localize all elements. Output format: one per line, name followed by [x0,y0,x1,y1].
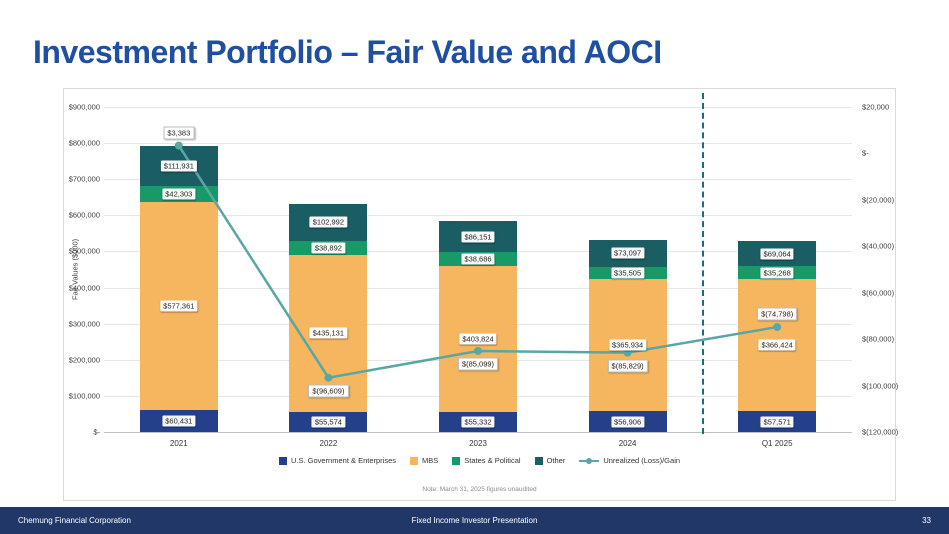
bar-value-label: $111,931 [160,160,197,172]
right-axis-tick: $(120,000) [862,427,899,437]
left-axis-tick: $400,000 [68,283,100,293]
line-value-label: $(74,798) [757,307,798,321]
legend-item: U.S. Government & Enterprises [278,456,397,465]
bar-value-label: $35,268 [760,267,794,279]
period-separator-line [702,93,705,434]
line-marker [773,323,782,332]
bar-value-label: $577,361 [160,300,198,312]
bar-value-label: $35,505 [611,267,645,279]
legend-color-swatch [534,456,543,465]
bar-value-label: $60,431 [162,415,196,427]
gridline [104,143,852,145]
bar-value-label: $86,151 [461,231,495,243]
line-value-label: $(96,609) [308,384,349,398]
line-marker [474,346,482,355]
plot-area: $60,431 $577,361 $42,303 $111,931 $55,574 $43… [104,107,852,433]
legend-label: Other [546,456,566,465]
line-value-label: $3,383 [163,126,195,140]
gridline [104,179,852,181]
line-marker [174,141,183,150]
right-axis-tick: $(60,000) [862,288,895,298]
legend: U.S. Government & Enterprises MBS States &… [64,456,895,465]
gridline [104,432,852,433]
left-axis-tick: $200,000 [68,355,100,365]
legend-color-swatch [410,456,419,465]
right-axis-tick: $(40,000) [862,241,895,251]
left-axis-tick: $- [93,427,100,437]
line-marker [324,373,333,382]
bar-value-label: $366,424 [758,339,796,351]
left-axis-tick: $700,000 [68,174,100,184]
legend-item: States & Political [452,456,521,465]
left-axis-tick: $600,000 [68,210,100,220]
left-axis-title: Fair Values ($000) [70,238,80,301]
x-axis-label: 2023 [469,439,487,448]
legend-color-swatch [452,456,461,465]
legend-item: MBS [410,456,438,465]
gridline [104,215,852,217]
unrealized-loss-gain-line [174,141,782,382]
legend-marker-dot [586,457,593,464]
right-axis-tick: $(80,000) [862,334,895,344]
legend-label: Unrealized (Loss)/Gain [603,456,681,465]
footer: Chemung Financial Corporation Fixed Inco… [0,507,949,534]
legend-line-marker [579,457,600,464]
gridline [104,107,852,108]
x-axis-label: 2021 [169,439,188,448]
bar-value-label: $38,892 [311,242,345,254]
bar-value-label: $403,824 [459,333,497,345]
legend-item: Other [534,456,566,465]
footer-page-number: 33 [922,516,931,525]
bar-value-label: $102,992 [309,216,348,228]
right-axis-tick: $20,000 [862,102,890,112]
left-axis-tick: $100,000 [68,391,100,401]
left-axis-tick: $800,000 [68,138,100,148]
right-axis-tick: $(20,000) [862,195,895,205]
right-axis-tick: $(100,000) [862,381,899,391]
footer-company: Chemung Financial Corporation [18,516,131,525]
x-axis-label: 2024 [618,439,637,448]
x-axis-label: Q1 2025 [761,439,793,448]
chart-container: Fair Values ($000) $60,431 $577,361 $42,30… [63,88,898,501]
footnote: Note: March 31, 2025 figures unaudited [422,486,537,493]
left-axis-tick: $300,000 [68,319,100,329]
legend-label: States & Political [464,456,521,465]
bar-value-label: $55,574 [311,416,345,428]
page-title: Investment Portfolio – Fair Value and AO… [33,34,662,70]
right-axis-tick: $- [862,148,869,158]
legend-label: U.S. Government & Enterprises [290,456,397,465]
bar-value-label: $56,906 [611,416,645,428]
x-axis-label: 2022 [319,439,338,448]
bar-value-label: $365,934 [608,339,647,351]
bar-value-label: $38,686 [461,253,495,265]
bar-value-label: $69,064 [760,248,794,260]
bar-value-label: $57,571 [760,416,794,428]
legend-label: MBS [422,456,439,465]
legend-color-swatch [278,456,287,465]
bar-value-label: $42,303 [162,188,196,200]
footer-presentation-title: Fixed Income Investor Presentation [411,516,538,525]
bar-value-label: $73,097 [611,247,645,259]
line-value-label: $(85,829) [607,359,648,373]
left-axis-tick: $500,000 [68,246,100,256]
bar-value-label: $55,332 [461,416,495,428]
line-value-label: $(85,099) [457,357,499,371]
left-axis-tick: $900,000 [68,102,100,112]
legend-item: Unrealized (Loss)/Gain [579,456,680,465]
bar-value-label: $435,131 [309,327,348,339]
